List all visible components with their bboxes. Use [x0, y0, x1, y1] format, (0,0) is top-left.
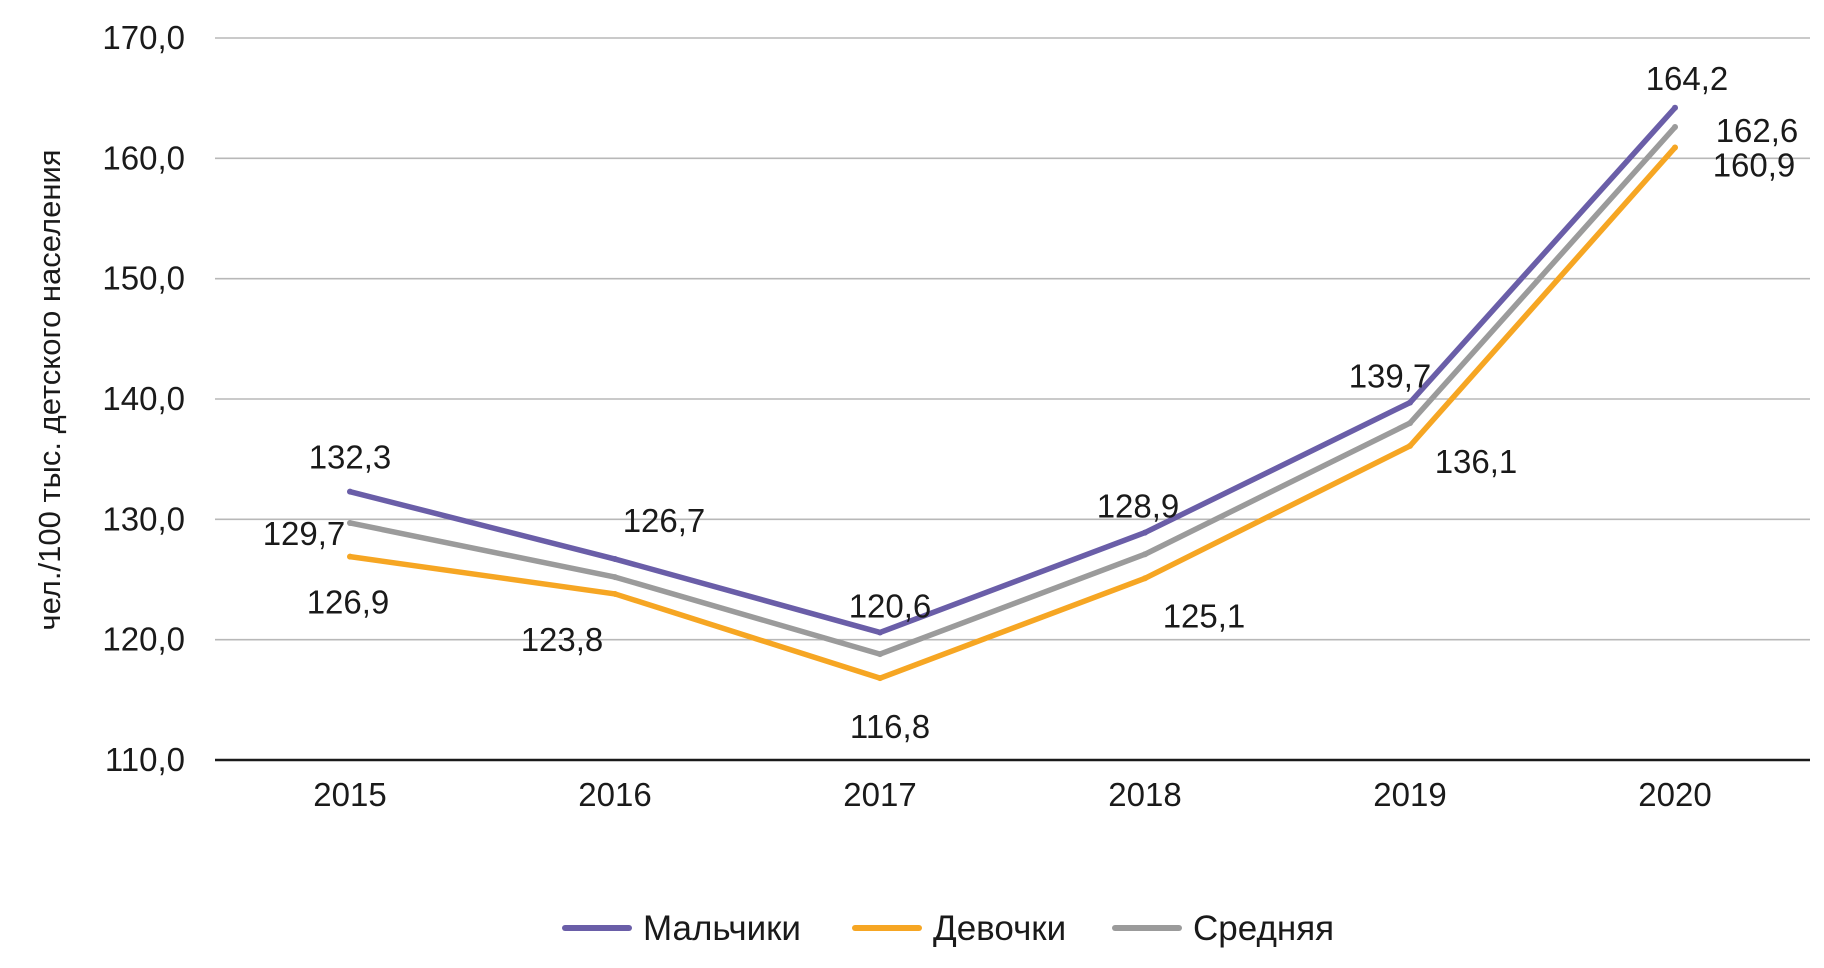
series-line — [347, 105, 1678, 636]
data-point — [1407, 399, 1413, 406]
data-labels: 132,3 126,7 120,6 128,9 139,7 164,2 126,9 123,8… — [263, 60, 1799, 745]
y-tick-label: 150,0 — [102, 260, 185, 297]
y-tick-label: 160,0 — [102, 139, 185, 176]
data-point — [877, 651, 883, 658]
data-label: 120,6 — [849, 587, 932, 624]
y-tick-label: 130,0 — [102, 500, 185, 537]
x-tick-label: 2018 — [1108, 776, 1181, 813]
legend-label: Средняя — [1193, 909, 1334, 948]
data-point — [877, 675, 883, 682]
legend: Мальчики Девочки Средняя — [562, 909, 1334, 948]
x-tick-label: 2015 — [313, 776, 386, 813]
data-point — [347, 553, 353, 560]
y-axis-title: чел./100 тыс. детского населения — [32, 149, 67, 630]
y-tick-label: 120,0 — [102, 621, 185, 658]
data-point — [877, 629, 883, 636]
data-label: 126,9 — [307, 584, 390, 621]
y-tick-label: 140,0 — [102, 380, 185, 417]
data-label: 125,1 — [1163, 597, 1246, 634]
gridlines — [215, 37, 1810, 762]
y-axis-ticks: 110,0 120,0 130,0 140,0 150,0 160,0 170,0 — [102, 19, 185, 778]
data-point — [1142, 575, 1148, 582]
data-point — [347, 519, 353, 526]
data-point — [347, 488, 353, 495]
data-point — [1407, 442, 1413, 449]
data-point — [1142, 529, 1148, 536]
series-lines — [347, 104, 1678, 682]
data-point — [1142, 551, 1148, 558]
data-point — [1672, 104, 1678, 111]
data-label: 129,7 — [263, 515, 346, 552]
x-tick-label: 2019 — [1373, 776, 1446, 813]
data-label: 123,8 — [521, 621, 604, 658]
data-point — [1407, 420, 1413, 427]
data-point — [1672, 144, 1678, 151]
data-point — [612, 556, 618, 563]
data-label: 160,9 — [1713, 147, 1796, 184]
series-line — [347, 124, 1678, 657]
data-label: 126,7 — [623, 502, 706, 539]
series-line — [347, 144, 1678, 681]
legend-label: Мальчики — [643, 909, 801, 948]
data-label: 139,7 — [1349, 358, 1432, 395]
data-label: 128,9 — [1097, 488, 1180, 525]
data-label: 116,8 — [850, 708, 930, 745]
data-label: 132,3 — [309, 439, 392, 476]
legend-label: Девочки — [933, 909, 1066, 948]
data-point — [612, 590, 618, 597]
y-tick-label: 110,0 — [105, 741, 185, 778]
y-tick-label: 170,0 — [102, 19, 185, 56]
x-axis-ticks: 2015 2016 2017 2018 2019 2020 — [313, 776, 1711, 813]
x-tick-label: 2020 — [1638, 776, 1711, 813]
x-tick-label: 2016 — [578, 776, 651, 813]
data-point — [612, 574, 618, 581]
data-label: 164,2 — [1646, 60, 1729, 97]
x-tick-label: 2017 — [843, 776, 916, 813]
data-point — [1672, 124, 1678, 131]
data-label: 136,1 — [1435, 443, 1518, 480]
data-label: 162,6 — [1716, 112, 1799, 149]
